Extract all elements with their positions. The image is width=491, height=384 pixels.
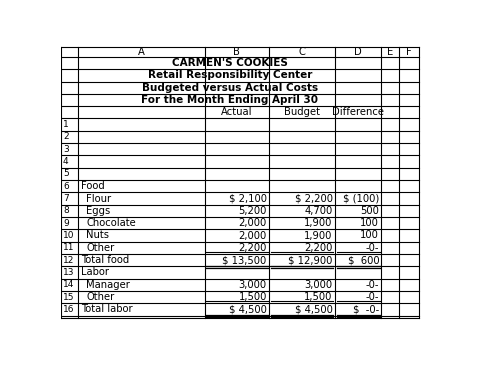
Text: 8: 8 xyxy=(63,206,69,215)
Text: A: A xyxy=(138,47,145,57)
Text: $ (100): $ (100) xyxy=(343,194,379,204)
Text: Difference: Difference xyxy=(332,107,384,117)
Text: For the Month Ending April 30: For the Month Ending April 30 xyxy=(141,95,319,105)
Text: $ 12,900: $ 12,900 xyxy=(288,255,332,265)
Text: Total labor: Total labor xyxy=(81,305,133,314)
Text: 500: 500 xyxy=(360,206,379,216)
Text: 4,700: 4,700 xyxy=(304,206,332,216)
Text: $  -0-: $ -0- xyxy=(353,305,379,314)
Text: $  600: $ 600 xyxy=(348,255,379,265)
Text: $ 2,200: $ 2,200 xyxy=(295,194,332,204)
Text: CARMEN'S COOKIES: CARMEN'S COOKIES xyxy=(172,58,288,68)
Text: -0-: -0- xyxy=(366,243,379,253)
Text: 16: 16 xyxy=(63,305,75,314)
Text: 1: 1 xyxy=(63,120,69,129)
Text: Total food: Total food xyxy=(81,255,129,265)
Text: 2,200: 2,200 xyxy=(238,243,267,253)
Text: E: E xyxy=(387,47,393,57)
Text: 14: 14 xyxy=(63,280,74,289)
Text: 7: 7 xyxy=(63,194,69,203)
Text: 11: 11 xyxy=(63,243,75,252)
Text: D: D xyxy=(355,47,362,57)
Text: 9: 9 xyxy=(63,218,69,228)
Text: 6: 6 xyxy=(63,182,69,191)
Text: Labor: Labor xyxy=(81,268,109,278)
Text: Flour: Flour xyxy=(86,194,111,204)
Text: 2: 2 xyxy=(63,132,69,141)
Text: 5: 5 xyxy=(63,169,69,179)
Text: 3,000: 3,000 xyxy=(304,280,332,290)
Text: 100: 100 xyxy=(360,230,379,240)
Text: Budgeted versus Actual Costs: Budgeted versus Actual Costs xyxy=(142,83,318,93)
Text: F: F xyxy=(407,47,412,57)
Text: -0-: -0- xyxy=(366,280,379,290)
Text: 100: 100 xyxy=(360,218,379,228)
Text: 12: 12 xyxy=(63,256,74,265)
Text: 4: 4 xyxy=(63,157,69,166)
Text: $ 4,500: $ 4,500 xyxy=(295,305,332,314)
Text: 1,900: 1,900 xyxy=(304,218,332,228)
Text: 15: 15 xyxy=(63,293,75,301)
Text: 1,500: 1,500 xyxy=(238,292,267,302)
Text: B: B xyxy=(234,47,241,57)
Text: 3,000: 3,000 xyxy=(239,280,267,290)
Text: 10: 10 xyxy=(63,231,75,240)
Text: 2,200: 2,200 xyxy=(304,243,332,253)
Text: Chocolate: Chocolate xyxy=(86,218,136,228)
Text: Manager: Manager xyxy=(86,280,130,290)
Text: $ 13,500: $ 13,500 xyxy=(222,255,267,265)
Text: Eggs: Eggs xyxy=(86,206,110,216)
Text: Actual: Actual xyxy=(221,107,253,117)
Text: $ 4,500: $ 4,500 xyxy=(229,305,267,314)
Text: $ 2,100: $ 2,100 xyxy=(229,194,267,204)
Text: Other: Other xyxy=(86,292,114,302)
Text: 13: 13 xyxy=(63,268,75,277)
Text: C: C xyxy=(299,47,305,57)
Text: 1,500: 1,500 xyxy=(304,292,332,302)
Text: -0-: -0- xyxy=(366,292,379,302)
Text: 5,200: 5,200 xyxy=(238,206,267,216)
Text: 2,000: 2,000 xyxy=(239,230,267,240)
Text: Retail Responsibility Center: Retail Responsibility Center xyxy=(148,70,312,80)
Text: Budget: Budget xyxy=(284,107,320,117)
Text: 1,900: 1,900 xyxy=(304,230,332,240)
Text: 2,000: 2,000 xyxy=(239,218,267,228)
Text: Other: Other xyxy=(86,243,114,253)
Text: 3: 3 xyxy=(63,145,69,154)
Text: Nuts: Nuts xyxy=(86,230,109,240)
Text: Food: Food xyxy=(81,181,105,191)
